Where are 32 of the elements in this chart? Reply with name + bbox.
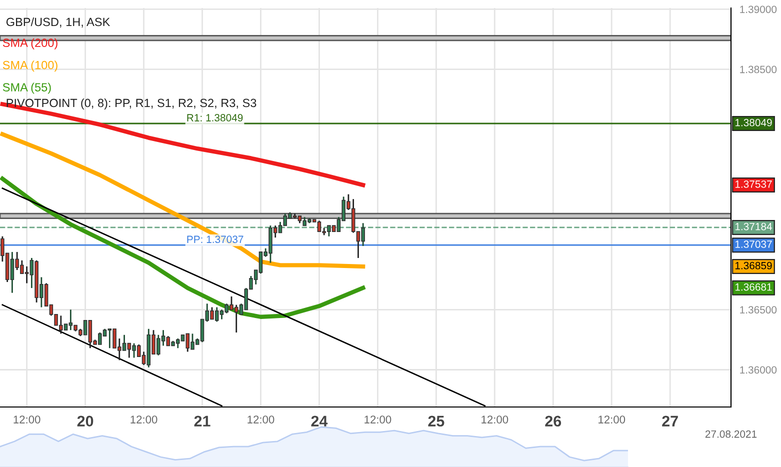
y-tick-label: 1.39000 — [740, 6, 777, 14]
text: SMA (55) — [2, 82, 51, 94]
y-tick-label: 1.38500 — [740, 66, 777, 74]
annotation: 1.36859 — [735, 262, 772, 270]
annotation: 1.37537 — [735, 180, 772, 188]
annotation: PIVOTPOINT (0, 8): PP, R1, S1, R2, S2, R3, S3 — [6, 98, 256, 110]
text: GBP/USD, 1H, ASK — [6, 18, 110, 28]
text: SMA (100) — [2, 60, 58, 72]
line-series — [0, 132, 366, 269]
x-tick-label: 12:00 — [14, 416, 40, 424]
x-tick-label: 20 — [77, 416, 94, 427]
x-tick-label: 21 — [194, 416, 210, 426]
x-tick-label: 12:00 — [248, 416, 274, 424]
x-tick-label: 26 — [545, 416, 562, 427]
y-tick-label: 1.36500 — [740, 306, 777, 314]
annotation: 1.37184 — [735, 222, 772, 230]
annotation: 1.37037 — [735, 240, 772, 248]
x-tick-label: 12:00 — [364, 416, 392, 424]
x-tick-label: 12:00 — [598, 416, 626, 424]
annotation: 1.38049 — [735, 118, 772, 126]
x-tick-label: 12:00 — [130, 416, 158, 424]
x-tick-label: 24 — [311, 416, 328, 426]
text: 27.08.2021 — [705, 430, 757, 438]
line-series — [0, 176, 366, 319]
x-tick-label: 25 — [428, 416, 444, 427]
y-tick-label: 1.36000 — [740, 366, 777, 374]
ref-line-label: R1: 1.38049 — [187, 114, 243, 122]
x-tick-label: 12:00 — [482, 416, 508, 424]
text: SMA (200) — [2, 38, 58, 50]
annotation: 1.36681 — [735, 283, 772, 291]
x-tick-label: 27 — [662, 416, 678, 426]
ref-line-label: PP: 1.37037 — [187, 236, 244, 244]
